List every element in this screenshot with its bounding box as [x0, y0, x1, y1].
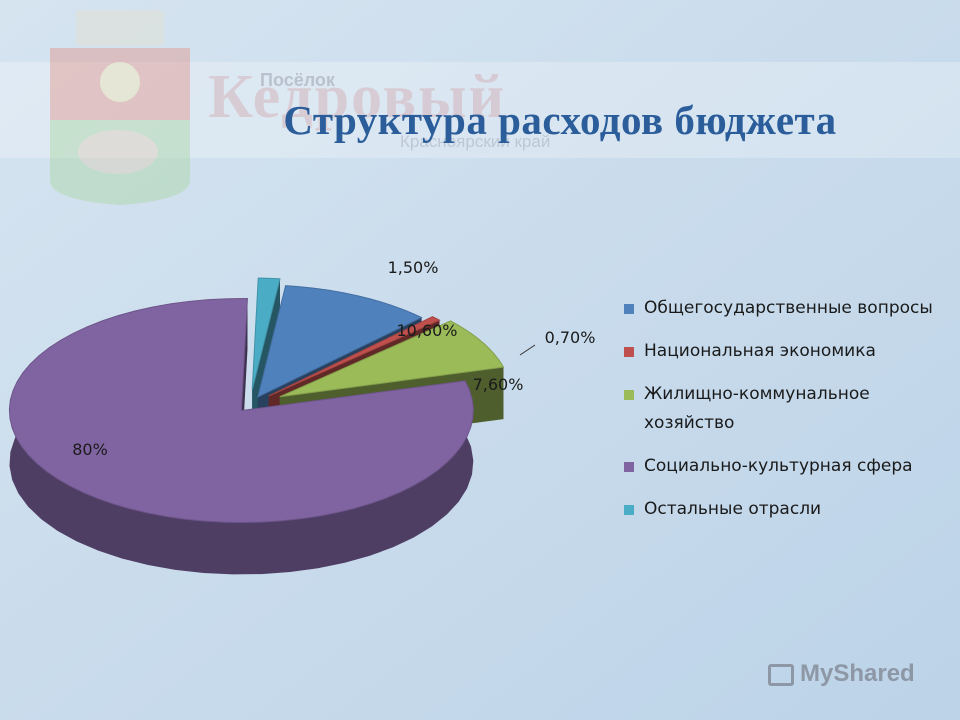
myshared-logo: MyShared: [768, 660, 915, 688]
logo-icon: [768, 663, 794, 686]
data-label: 10,60%: [396, 321, 457, 340]
legend-label: Общегосударственные вопросы: [644, 298, 933, 318]
coat-of-arms-emblem: [50, 10, 190, 205]
legend-swatch: [624, 462, 634, 472]
pie-slice: [279, 320, 505, 398]
pie-slice: [257, 285, 423, 398]
legend-label: Социально-культурная сфера: [644, 456, 913, 476]
legend-item: Национальная экономика: [624, 337, 954, 366]
legend-swatch: [624, 304, 634, 314]
watermark-town-name: Кедровый: [208, 63, 507, 131]
legend-item: Общегосударственные вопросы: [624, 294, 954, 323]
page-title: Структура расходов бюджета: [283, 97, 837, 143]
legend-label: Остальные отрасли: [644, 499, 822, 519]
data-label: 7,60%: [473, 375, 524, 394]
chart-legend: Общегосударственные вопросы Национальная …: [624, 294, 954, 538]
legend-label: Национальная экономика: [644, 341, 876, 361]
pie-slice: [8, 298, 474, 524]
data-label: 1,50%: [388, 258, 439, 277]
data-label: 80%: [72, 440, 108, 459]
legend-swatch: [624, 347, 634, 357]
legend-item: Социально-культурная сфера: [624, 452, 954, 481]
leader-line: [519, 344, 536, 356]
watermark-label: Посёлок: [260, 70, 335, 90]
watermark-region: Красноярский край: [400, 132, 551, 151]
pie-slice: [251, 277, 281, 391]
legend-swatch: [624, 390, 634, 400]
legend-item: Жилищно-коммунальное хозяйство: [624, 380, 954, 438]
data-label: 0,70%: [545, 328, 596, 347]
legend-item: Остальные отрасли: [624, 495, 954, 524]
legend-swatch: [624, 505, 634, 515]
pie-slice: [268, 316, 441, 397]
logo-text: MyShared: [800, 660, 915, 687]
legend-label: Жилищно-коммунальное хозяйство: [644, 384, 870, 433]
